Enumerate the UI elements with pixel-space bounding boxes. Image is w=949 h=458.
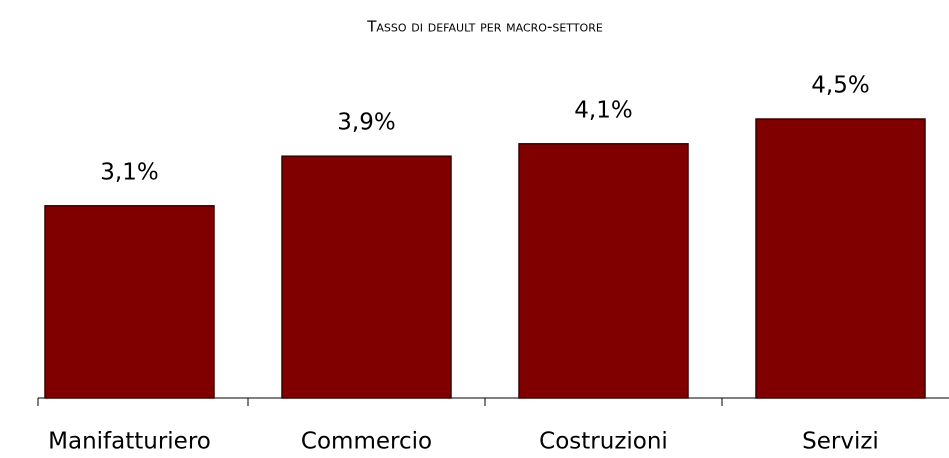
value-label: 4,1% [574, 97, 632, 123]
bar [518, 143, 689, 399]
x-tick-label: Commercio [301, 429, 432, 455]
bar [44, 205, 215, 399]
value-label: 3,9% [337, 110, 395, 136]
chart-title: Tasso di default per macro-settore [366, 18, 603, 36]
x-tick-label: Servizi [802, 429, 879, 455]
bar [755, 118, 926, 399]
value-label: 3,1% [100, 159, 158, 185]
x-tick-label: Costruzioni [539, 429, 668, 455]
bar [281, 155, 452, 399]
x-tick-label: Manifatturiero [48, 429, 211, 455]
value-label: 4,5% [811, 73, 869, 99]
